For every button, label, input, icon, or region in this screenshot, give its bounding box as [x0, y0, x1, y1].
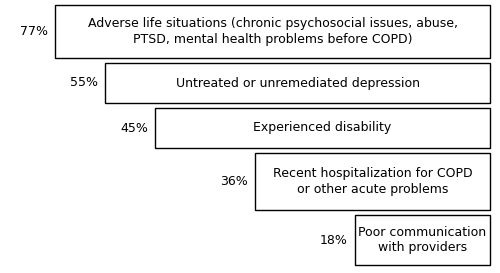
Text: Untreated or unremediated depression: Untreated or unremediated depression [176, 76, 420, 90]
Text: 55%: 55% [70, 76, 98, 90]
Text: Poor communication
with providers: Poor communication with providers [358, 226, 486, 254]
Bar [155, 108, 490, 148]
Bar [255, 153, 490, 210]
Text: Recent hospitalization for COPD
or other acute problems: Recent hospitalization for COPD or other… [272, 168, 472, 195]
Text: Experienced disability: Experienced disability [254, 121, 392, 135]
Text: 18%: 18% [320, 233, 348, 247]
Text: 45%: 45% [120, 121, 148, 135]
Text: 36%: 36% [220, 175, 248, 188]
Text: Adverse life situations (chronic psychosocial issues, abuse,
PTSD, mental health: Adverse life situations (chronic psychos… [88, 17, 458, 46]
Bar [355, 215, 490, 265]
Text: 77%: 77% [20, 25, 48, 38]
Bar [55, 5, 490, 58]
Bar [105, 63, 490, 103]
